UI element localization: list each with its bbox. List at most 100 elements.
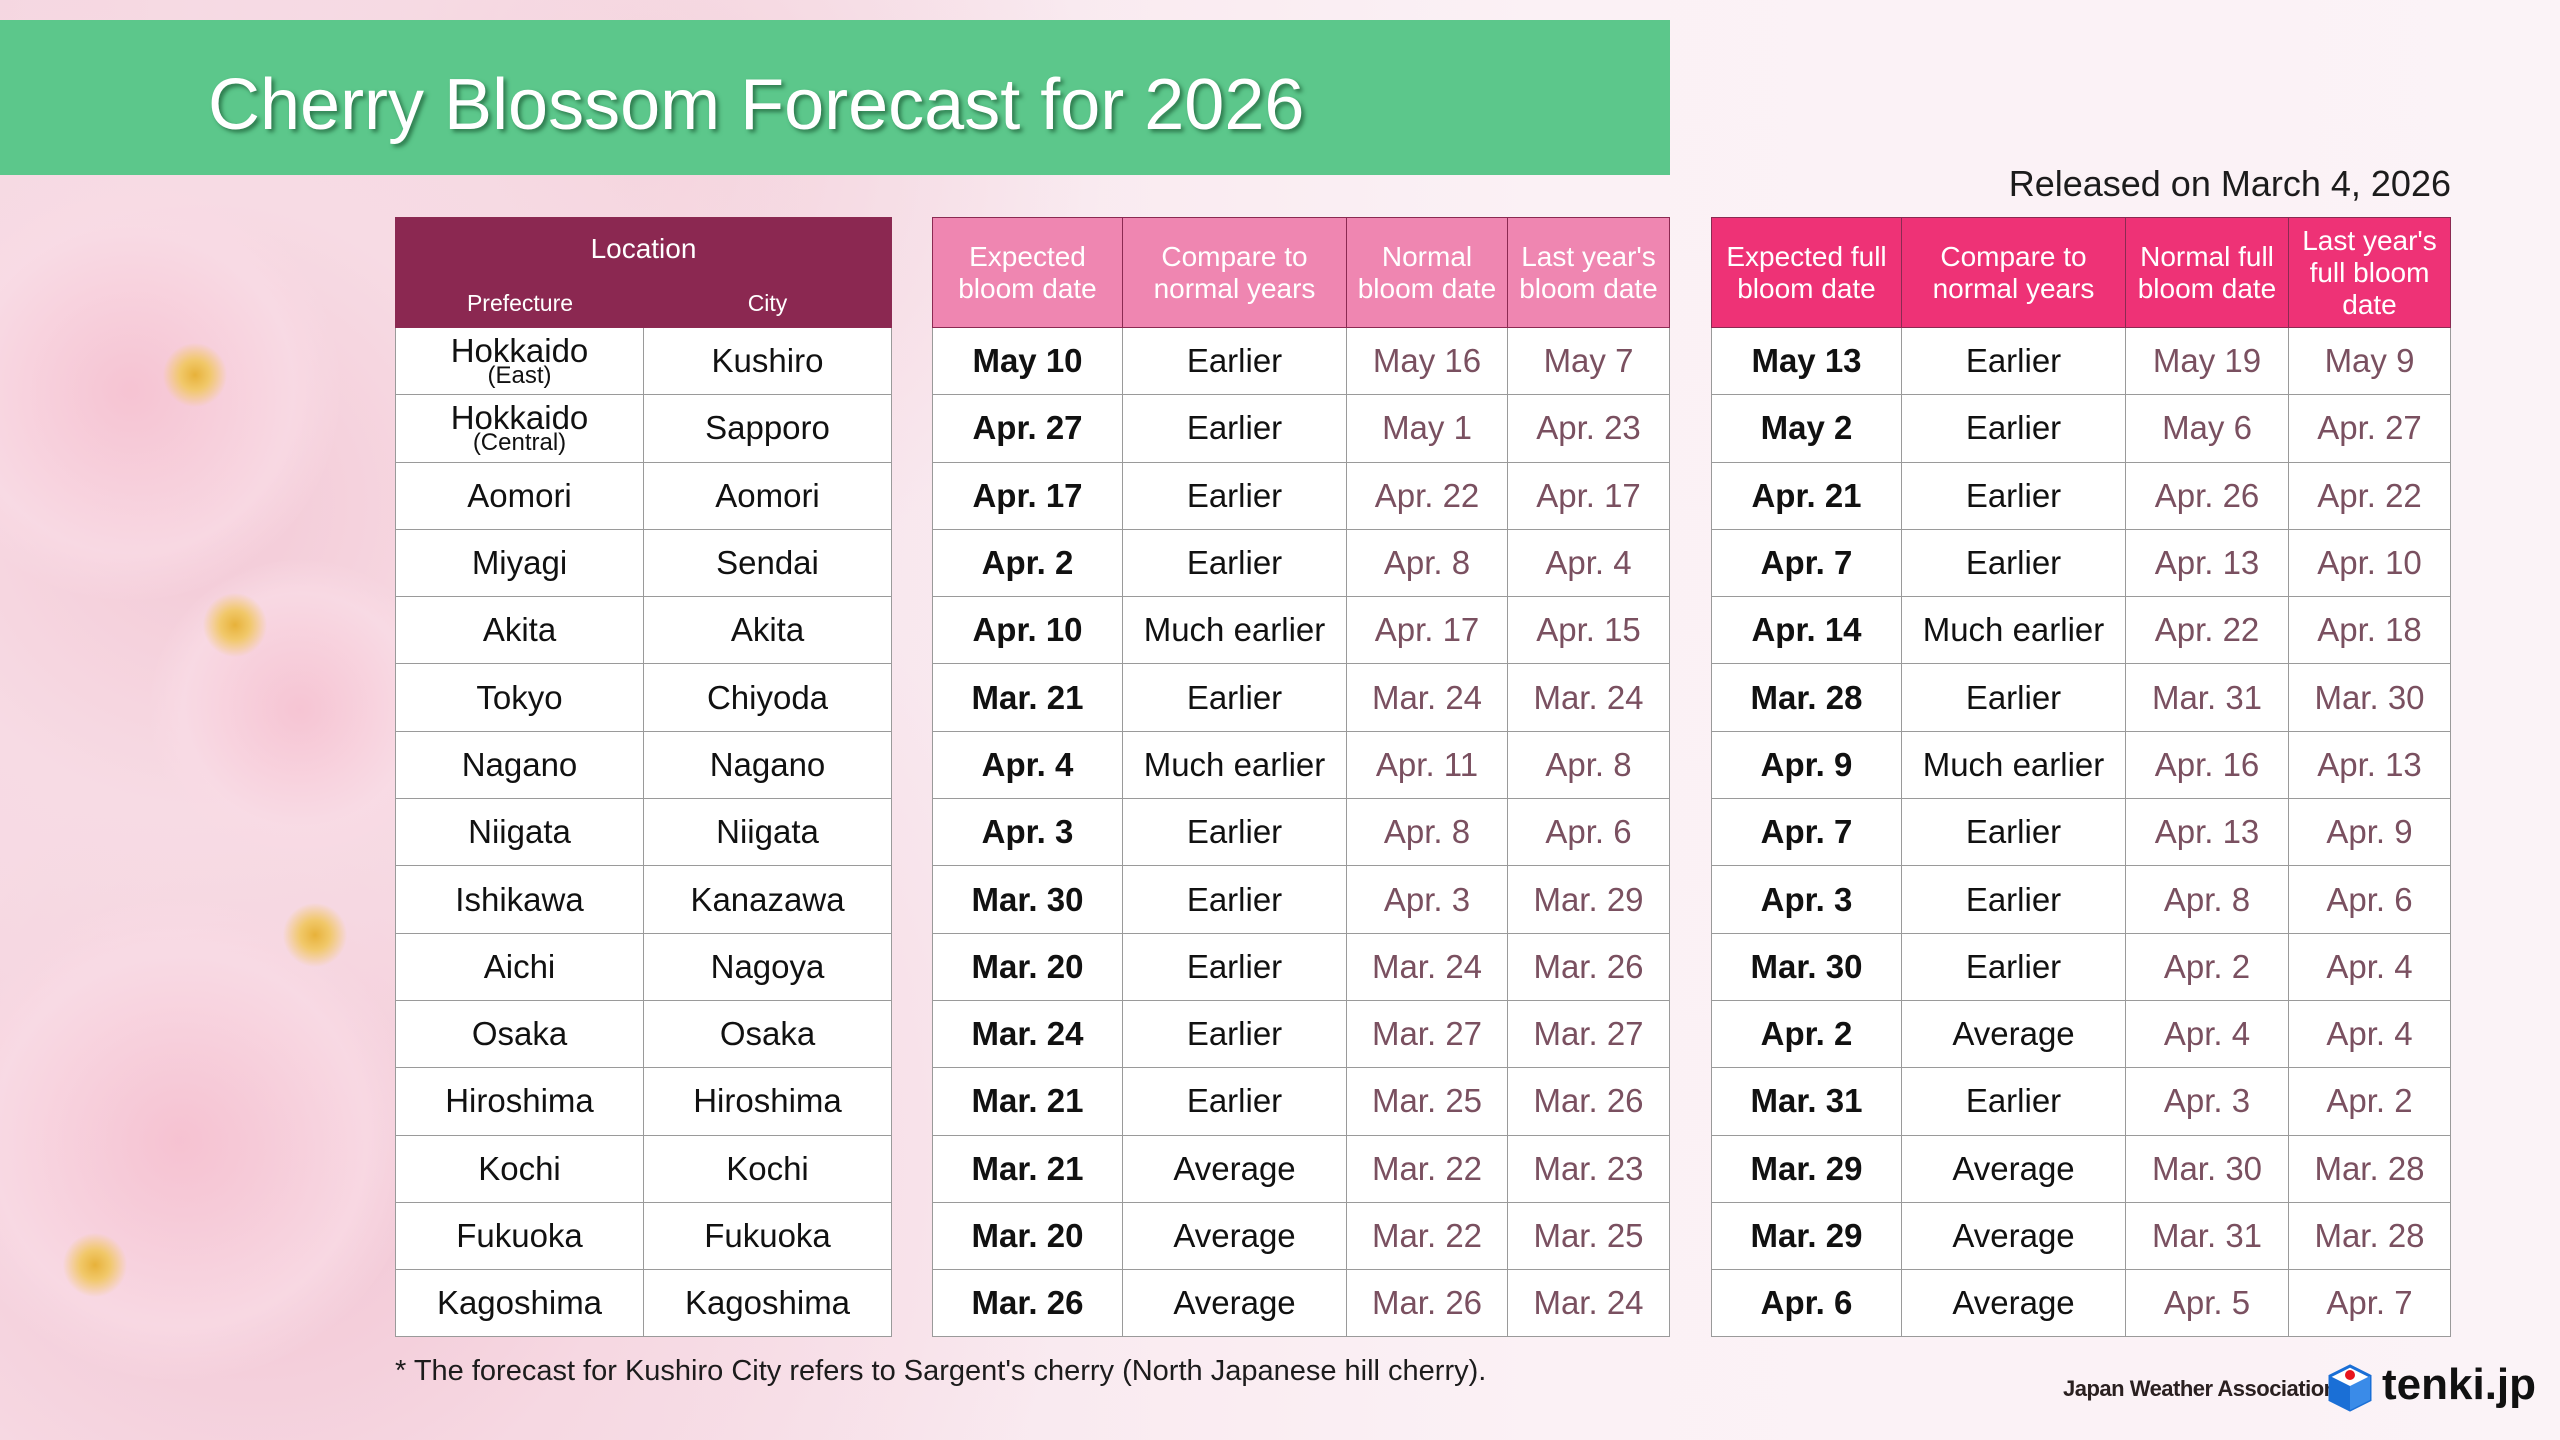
column-header: Normal bloom date	[1346, 217, 1508, 328]
prefecture-cell: Tokyo	[395, 663, 644, 732]
last-year-date-cell: Apr. 27	[2288, 394, 2451, 463]
prefecture-name: Ishikawa	[455, 880, 584, 918]
expected-date-cell: Apr. 21	[1711, 461, 1902, 530]
normal-date-cell: Apr. 11	[1346, 730, 1508, 800]
normal-date-cell: Apr. 2	[2125, 932, 2289, 1001]
comparison-cell: Earlier	[1901, 461, 2126, 530]
table-row: Apr. 2 Average Apr. 4 Apr. 4	[1711, 999, 2451, 1069]
city-cell: Kushiro	[643, 326, 892, 396]
prefecture-region: (East)	[487, 362, 552, 390]
table-row: Apr. 3 Earlier Apr. 8 Apr. 6	[1711, 865, 2451, 934]
normal-date-cell: Mar. 27	[1346, 999, 1508, 1069]
comparison-cell: Average	[1122, 1201, 1347, 1271]
prefecture-cell: Nagano	[395, 730, 644, 800]
last-year-date-cell: Apr. 17	[1507, 461, 1670, 530]
normal-date-cell: May 16	[1346, 326, 1508, 396]
normal-date-cell: Apr. 5	[2125, 1269, 2289, 1338]
expected-date-cell: Mar. 30	[932, 865, 1123, 934]
table-row: Apr. 3 Earlier Apr. 8 Apr. 6	[932, 798, 1670, 867]
city-cell: Hiroshima	[643, 1067, 892, 1136]
expected-date-cell: Mar. 29	[1711, 1134, 1902, 1203]
prefecture-cell: Aomori	[395, 461, 644, 530]
city-cell: Kanazawa	[643, 865, 892, 934]
expected-date-cell: Apr. 6	[1711, 1269, 1902, 1338]
normal-date-cell: Apr. 13	[2125, 798, 2289, 867]
normal-date-cell: Mar. 26	[1346, 1269, 1508, 1338]
table-row: Mar. 20 Average Mar. 22 Mar. 25	[932, 1201, 1670, 1271]
prefecture-name: Fukuoka	[456, 1217, 583, 1254]
expected-date-cell: Apr. 3	[1711, 865, 1902, 934]
expected-date-cell: Apr. 17	[932, 461, 1123, 530]
normal-date-cell: Mar. 31	[2125, 1201, 2289, 1271]
table-row: Apr. 2 Earlier Apr. 8 Apr. 4	[932, 528, 1670, 598]
tenki-logo-icon	[2328, 1364, 2372, 1412]
table-row: Mar. 21 Earlier Mar. 24 Mar. 24	[932, 663, 1670, 732]
last-year-date-cell: Mar. 25	[1507, 1201, 1670, 1271]
blossom-decoration	[0, 900, 420, 1380]
table-row: Ishikawa Kanazawa	[395, 865, 892, 934]
normal-date-cell: Apr. 13	[2125, 528, 2289, 598]
normal-date-cell: Apr. 26	[2125, 461, 2289, 530]
expected-date-cell: Apr. 4	[932, 730, 1123, 800]
last-year-date-cell: Mar. 28	[2288, 1201, 2451, 1271]
table-row: Mar. 29 Average Mar. 30 Mar. 28	[1711, 1134, 2451, 1203]
table-row: Apr. 10 Much earlier Apr. 17 Apr. 15	[932, 596, 1670, 665]
comparison-cell: Earlier	[1122, 461, 1347, 530]
comparison-cell: Earlier	[1122, 663, 1347, 732]
normal-date-cell: Mar. 22	[1346, 1134, 1508, 1203]
city-cell: Kagoshima	[643, 1269, 892, 1338]
table-row: Apr. 6 Average Apr. 5 Apr. 7	[1711, 1269, 2451, 1338]
normal-date-cell: Apr. 17	[1346, 596, 1508, 665]
column-header: Last year's bloom date	[1507, 217, 1670, 328]
table-row: Niigata Niigata	[395, 798, 892, 867]
city-cell: Sendai	[643, 528, 892, 598]
prefecture-name: Hokkaido	[450, 332, 589, 370]
city-cell: Osaka	[643, 999, 892, 1069]
last-year-date-cell: Apr. 15	[1507, 596, 1670, 665]
title-banner	[0, 20, 1670, 175]
city-cell: Nagoya	[643, 932, 892, 1001]
table-row: Aomori Aomori	[395, 461, 892, 530]
normal-date-cell: Apr. 3	[2125, 1067, 2289, 1136]
location-label: Location	[590, 232, 697, 264]
expected-date-cell: Apr. 27	[932, 394, 1123, 463]
last-year-date-cell: Apr. 22	[2288, 461, 2451, 530]
prefecture-name: Miyagi	[471, 544, 568, 582]
normal-date-cell: Mar. 22	[1346, 1201, 1508, 1271]
last-year-date-cell: Mar. 24	[1507, 663, 1670, 732]
prefecture-region: (Central)	[472, 429, 567, 457]
prefecture-cell: Miyagi	[395, 528, 644, 598]
last-year-date-cell: Mar. 27	[1507, 999, 1670, 1069]
normal-date-cell: May 6	[2125, 394, 2289, 463]
last-year-date-cell: Apr. 7	[2288, 1269, 2451, 1338]
expected-date-cell: Apr. 7	[1711, 798, 1902, 867]
comparison-cell: Average	[1122, 1134, 1347, 1203]
last-year-date-cell: Apr. 10	[2288, 528, 2451, 598]
city-cell: Nagano	[643, 730, 892, 800]
table-row: Apr. 7 Earlier Apr. 13 Apr. 10	[1711, 528, 2451, 598]
prefecture-name: Aomori	[467, 476, 572, 514]
comparison-cell: Earlier	[1901, 528, 2126, 598]
table-row: Hokkaido (Central) Sapporo	[395, 394, 892, 463]
table-row: Mar. 30 Earlier Apr. 3 Mar. 29	[932, 865, 1670, 934]
location-table: Location Prefecture City Hokkaido (East) Ku…	[395, 217, 892, 1338]
brand-logo: tenki.jp	[2382, 1360, 2537, 1409]
prefecture-cell: Hiroshima	[395, 1067, 644, 1136]
normal-date-cell: Mar. 31	[2125, 663, 2289, 732]
comparison-cell: Earlier	[1122, 528, 1347, 598]
comparison-cell: Earlier	[1122, 326, 1347, 396]
city-cell: Chiyoda	[643, 663, 892, 732]
expected-date-cell: Apr. 2	[932, 528, 1123, 598]
prefecture-cell: Ishikawa	[395, 865, 644, 934]
expected-date-cell: Mar. 24	[932, 999, 1123, 1069]
comparison-cell: Earlier	[1122, 798, 1347, 867]
table-row: Apr. 27 Earlier May 1 Apr. 23	[932, 394, 1670, 463]
blossom-decoration	[160, 340, 230, 410]
location-header: Location Prefecture City	[395, 217, 892, 328]
table-row: Tokyo Chiyoda	[395, 663, 892, 732]
column-header: Compare to normal years	[1901, 217, 2126, 328]
last-year-date-cell: Apr. 6	[2288, 865, 2451, 934]
table-row: Osaka Osaka	[395, 999, 892, 1069]
expected-date-cell: Apr. 2	[1711, 999, 1902, 1069]
prefecture-cell: Fukuoka	[395, 1201, 644, 1271]
